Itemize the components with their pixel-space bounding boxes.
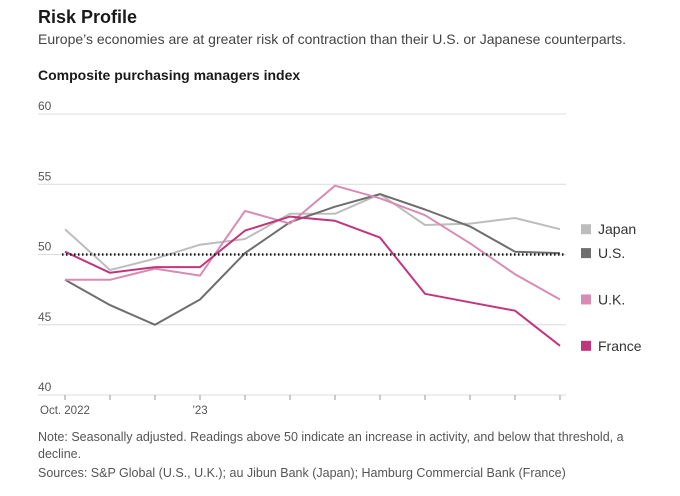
x-tick-label: Oct. 2022 xyxy=(40,405,90,417)
chart-sources: Sources: S&P Global (U.S., U.K.); au Jib… xyxy=(38,466,566,480)
legend-swatch-uk xyxy=(581,294,591,305)
y-tick-label: 60 xyxy=(38,99,52,113)
page-title: Risk Profile xyxy=(38,7,138,27)
chart-note: Note: Seasonally adjusted. Readings abov… xyxy=(38,430,624,461)
legend-label-france: France xyxy=(598,338,642,354)
legend-swatch-france xyxy=(581,340,591,351)
legend-label-us: U.S. xyxy=(598,245,625,261)
x-tick-label: ’23 xyxy=(192,405,207,417)
series-line-uk xyxy=(65,184,561,301)
line-chart: 40 45 50 55 60 Oct. 2022 ’23 Japan U.S. U.K. Franc… xyxy=(38,99,642,417)
y-tick-label: 40 xyxy=(38,380,52,394)
y-tick-label: 55 xyxy=(38,169,52,183)
page-subtitle: Europe’s economies are at greater risk o… xyxy=(38,31,627,47)
series-line-france xyxy=(64,215,561,347)
series-line-us xyxy=(64,193,561,326)
legend-label-japan: Japan xyxy=(598,221,636,237)
y-tick-label: 45 xyxy=(38,310,52,324)
legend-swatch-japan xyxy=(581,224,591,235)
y-tick-label: 50 xyxy=(38,240,52,254)
legend-label-uk: U.K. xyxy=(598,291,625,307)
chart-title: Composite purchasing managers index xyxy=(38,67,301,83)
legend-swatch-us xyxy=(581,248,591,259)
